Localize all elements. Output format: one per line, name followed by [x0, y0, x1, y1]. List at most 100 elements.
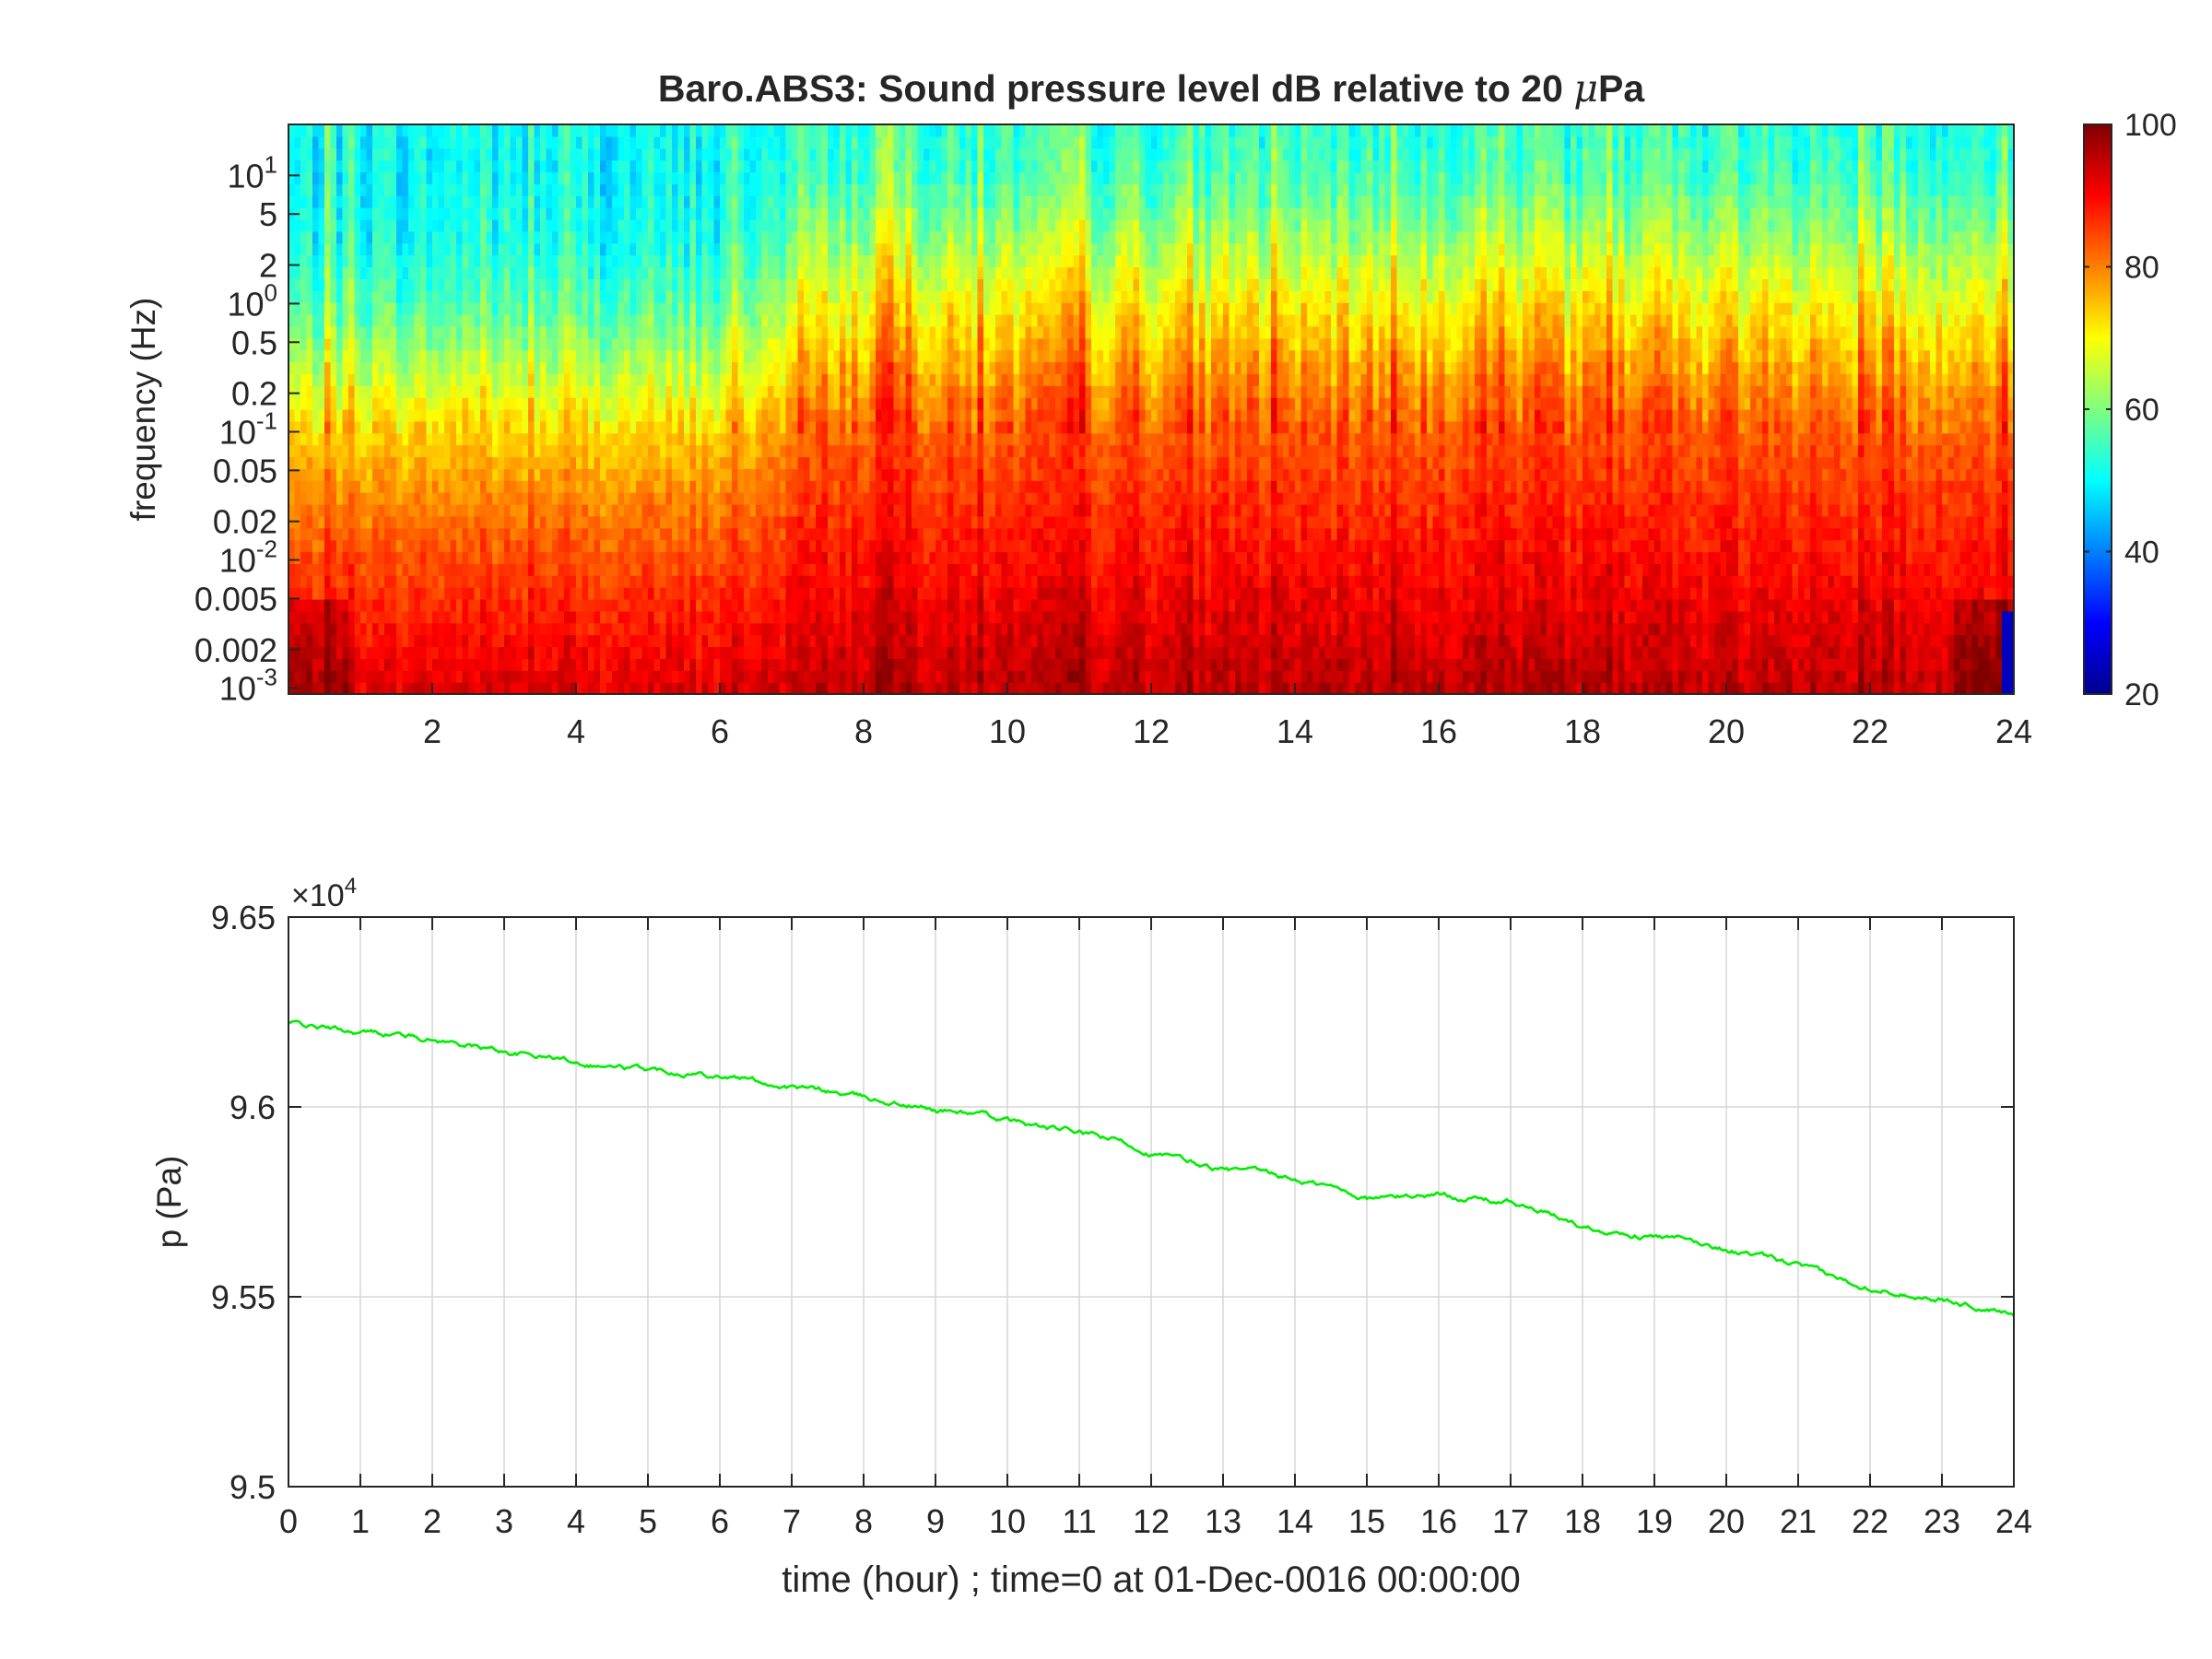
heatmap-cell [384, 349, 392, 363]
heatmap-cell [744, 468, 751, 481]
heatmap-cell [606, 432, 613, 446]
heatmap-cell [653, 539, 661, 553]
heatmap-cell [342, 397, 349, 410]
heatmap-cell [474, 468, 481, 481]
heatmap-cell [336, 290, 344, 303]
heatmap-cell [324, 670, 332, 683]
heatmap-cell [582, 563, 589, 576]
heatmap-cell [713, 634, 721, 648]
heatmap-cell [749, 373, 757, 386]
heatmap-cell [833, 159, 841, 173]
heatmap-cell [306, 219, 313, 232]
heatmap-cell [390, 456, 397, 469]
heatmap-cell [785, 444, 793, 458]
heatmap-cell [744, 515, 751, 529]
heatmap-cell [558, 183, 565, 196]
heatmap-cell [720, 539, 727, 553]
heatmap-cell [749, 325, 757, 339]
heatmap-cell [558, 658, 565, 671]
heatmap-cell [390, 195, 397, 208]
heatmap-cell [629, 634, 637, 648]
heatmap-cell [804, 314, 811, 327]
heatmap-cell [366, 349, 373, 363]
heatmap-cell [833, 195, 841, 208]
heatmap-cell [510, 290, 517, 303]
heatmap-cell [804, 254, 811, 268]
heatmap-cell [833, 634, 841, 648]
heatmap-cell [594, 337, 601, 351]
heatmap-cell [684, 302, 691, 315]
heatmap-cell [732, 610, 739, 624]
heatmap-cell [845, 682, 853, 694]
heatmap-cell [330, 587, 337, 600]
heatmap-cell [438, 183, 445, 196]
heatmap-cell [450, 492, 457, 505]
heatmap-cell [414, 290, 421, 303]
heatmap-cell [438, 337, 445, 351]
heatmap-cell [540, 480, 547, 493]
heatmap-cell [324, 135, 332, 149]
heatmap-cell [420, 456, 428, 469]
heatmap-cell [570, 670, 577, 683]
heatmap-cell [732, 266, 739, 279]
heatmap-cell [612, 124, 619, 137]
heatmap-cell [629, 219, 637, 232]
heatmap-cell [677, 183, 685, 196]
heatmap-cell [761, 349, 769, 363]
heatmap-cell [876, 599, 883, 612]
heatmap-cell [857, 373, 865, 386]
heatmap-cell [708, 682, 715, 694]
heatmap-cell [881, 147, 888, 161]
heatmap-cell [665, 504, 673, 517]
heatmap-cell [306, 444, 313, 458]
heatmap-cell [318, 183, 325, 196]
heatmap-cell [492, 468, 500, 481]
heatmap-cell [390, 242, 397, 256]
heatmap-cell [804, 563, 811, 576]
heatmap-cell [821, 183, 829, 196]
heatmap-cell [857, 670, 865, 683]
heatmap-cell [402, 504, 409, 517]
heatmap-cell [905, 432, 912, 446]
heatmap-cell [336, 349, 344, 363]
heatmap-cell [828, 183, 835, 196]
heatmap-cell [869, 539, 877, 553]
heatmap-cell [390, 432, 397, 446]
heatmap-cell [408, 539, 416, 553]
heatmap-cell [606, 183, 613, 196]
heatmap-cell [330, 361, 337, 374]
heatmap-cell [737, 397, 745, 410]
heatmap-cell [366, 682, 373, 694]
heatmap-cell [606, 207, 613, 220]
heatmap-cell [294, 219, 301, 232]
heatmap-cell [816, 397, 823, 410]
heatmap-cell [606, 278, 613, 291]
heatmap-cell [522, 207, 529, 220]
heatmap-cell [348, 658, 356, 671]
heatmap-cell [456, 563, 464, 576]
heatmap-cell [540, 361, 547, 374]
heatmap-cell [360, 195, 368, 208]
heatmap-cell [390, 515, 397, 529]
heatmap-cell [420, 325, 428, 339]
heatmap-cell [582, 124, 589, 137]
heatmap-cell [426, 207, 433, 220]
heatmap-cell [744, 432, 751, 446]
heatmap-cell [600, 183, 607, 196]
heatmap-cell [612, 420, 619, 434]
heatmap-cell [816, 599, 823, 612]
heatmap-cell [588, 610, 595, 624]
heatmap-cell [864, 254, 871, 268]
heatmap-cell [809, 314, 817, 327]
heatmap-cell [390, 539, 397, 553]
heatmap-cell [408, 266, 416, 279]
heatmap-cell [684, 551, 691, 564]
heatmap-cell [696, 397, 703, 410]
heatmap-cell [354, 385, 361, 398]
heatmap-cell [444, 242, 452, 256]
heatmap-cell [300, 575, 308, 588]
heatmap-cell [749, 468, 757, 481]
heatmap-cell [732, 504, 739, 517]
heatmap-cell [504, 219, 512, 232]
heatmap-cell [432, 373, 440, 386]
